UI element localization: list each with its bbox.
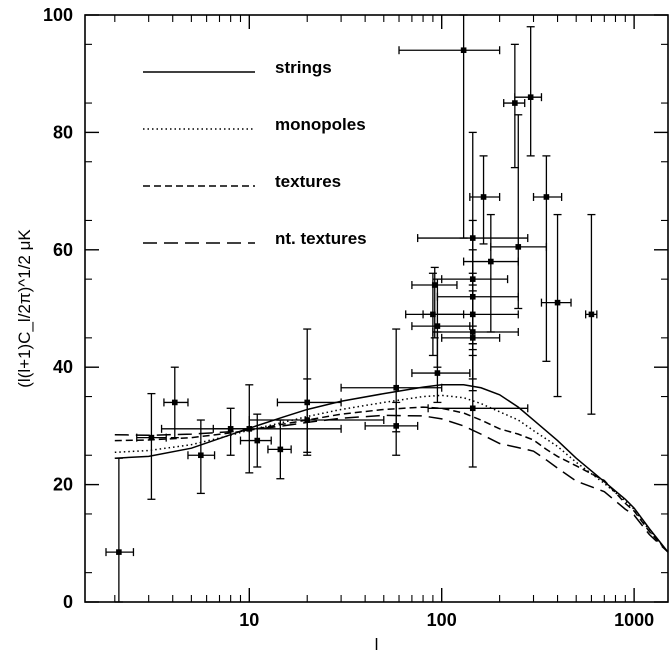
data-point	[503, 43, 526, 169]
x-axis-title: l	[375, 635, 379, 654]
y-tick-label: 60	[53, 240, 73, 260]
series-line-monopoles	[114, 394, 669, 553]
point-marker	[198, 452, 204, 459]
legend: strings monopoles textures nt. textures	[143, 58, 367, 248]
point-marker	[431, 282, 438, 288]
axis-ticks	[85, 14, 668, 603]
data-point	[436, 249, 519, 345]
data-point	[239, 413, 272, 468]
data-point	[514, 26, 543, 157]
data-point	[160, 384, 342, 474]
data-point	[340, 328, 443, 433]
point-marker	[588, 311, 595, 318]
data-point	[585, 213, 598, 415]
point-marker	[393, 384, 399, 391]
point-marker	[512, 100, 518, 106]
data-point	[136, 392, 167, 500]
data-point	[398, 14, 501, 239]
point-marker	[148, 434, 155, 441]
x-tick-label: 100	[427, 610, 457, 630]
data-point	[411, 278, 471, 368]
point-marker	[488, 258, 494, 265]
model-curves	[114, 384, 669, 553]
data-point	[411, 266, 458, 339]
point-marker	[434, 323, 441, 329]
x-tick-label: 1000	[614, 610, 654, 630]
point-marker	[480, 194, 487, 200]
point-marker	[469, 335, 476, 341]
series-line-nt-textures	[114, 414, 669, 553]
plot-border	[84, 14, 669, 603]
data-point	[187, 419, 216, 495]
legend-label: textures	[275, 172, 341, 191]
data-point	[469, 155, 501, 245]
legend-label: monopoles	[275, 115, 366, 134]
point-marker	[469, 405, 476, 412]
point-marker	[460, 47, 467, 54]
data-point	[267, 419, 292, 480]
data-point	[276, 328, 342, 456]
legend-label: strings	[275, 58, 332, 77]
point-marker	[527, 94, 534, 100]
data-point	[532, 155, 563, 362]
data-point	[427, 343, 529, 468]
y-tick-label: 80	[53, 122, 73, 142]
y-axis-title: (l(l+1)C_l/2π)^1/2 μK	[15, 229, 34, 388]
y-tick-label: 0	[63, 592, 73, 612]
y-tick-label: 100	[43, 5, 73, 25]
y-tick-label: 20	[53, 475, 73, 495]
data-point	[432, 290, 519, 380]
data-point	[540, 213, 572, 398]
point-marker	[543, 194, 550, 200]
point-marker	[304, 417, 311, 423]
data-point	[105, 457, 135, 603]
data-point	[462, 213, 519, 333]
data-point	[163, 366, 189, 439]
data-point	[364, 401, 419, 456]
y-tick-label: 40	[53, 357, 73, 377]
point-marker	[171, 399, 178, 406]
legend-label: nt. textures	[275, 229, 367, 248]
point-marker	[254, 437, 261, 444]
point-marker	[393, 423, 399, 429]
point-marker	[515, 244, 522, 250]
plot-frame	[84, 14, 669, 603]
point-marker	[434, 370, 441, 376]
point-marker	[277, 446, 284, 453]
x-tick-label: 10	[239, 610, 259, 630]
data-point	[248, 378, 385, 453]
point-marker	[246, 426, 253, 432]
measurement-points	[105, 14, 598, 603]
point-marker	[554, 299, 561, 306]
point-marker	[116, 549, 122, 555]
axis-tick-labels: 10 100 1000 0 20 40 60 80 100	[43, 5, 654, 630]
